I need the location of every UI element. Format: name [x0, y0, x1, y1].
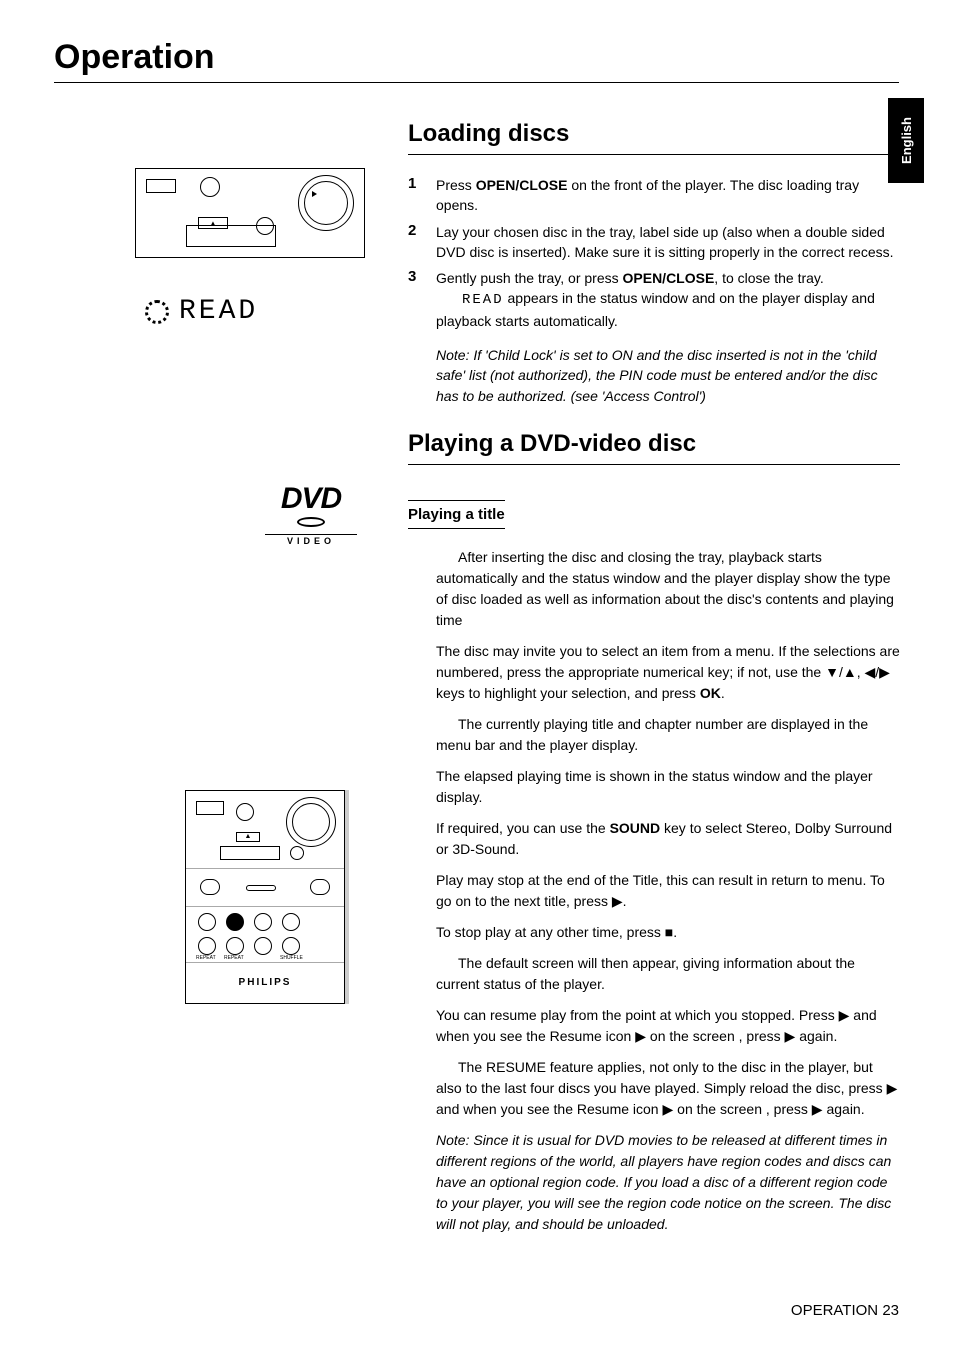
step-number: 2: [408, 222, 436, 263]
standby-button-icon: [200, 177, 220, 197]
tray-icon: [220, 846, 280, 860]
remote-nav-section: [186, 869, 344, 907]
dvd-logo-text: DVD: [265, 482, 357, 516]
footer-section: OPERATION: [791, 1302, 878, 1319]
section-playing-dvd: Playing a DVD-video disc: [408, 430, 900, 465]
page-title: Operation: [54, 38, 215, 77]
language-label: English: [899, 117, 914, 164]
display-icon: [146, 179, 176, 193]
jog-dial-inner-icon: [304, 181, 348, 225]
disc-spinner-icon: [145, 300, 169, 324]
para-5: If required, you can use the SOUND key t…: [436, 818, 900, 860]
pause-icon: [254, 937, 272, 955]
player-top-illustration: ▲: [135, 168, 365, 258]
jog-dial-icon: [286, 797, 336, 847]
note-child-lock: Note: If 'Child Lock' is set to ON and t…: [436, 345, 900, 406]
read-status-indicator: READ: [145, 296, 370, 327]
step-number: 3: [408, 268, 436, 331]
standby-icon: [236, 803, 254, 821]
step-text: Press OPEN/CLOSE on the front of the pla…: [436, 175, 900, 216]
small-button-icon: [256, 217, 274, 235]
read-text: READ: [179, 296, 258, 327]
step-text: Gently push the tray, or press OPEN/CLOS…: [436, 268, 900, 331]
eject-icon: ▲: [236, 832, 260, 842]
next-icon: [310, 879, 330, 895]
title-rule: [54, 82, 899, 83]
dvd-disc-icon: [297, 517, 325, 527]
dvd-logo-sub: VIDEO: [265, 534, 357, 546]
note-region-code: Note: Since it is usual for DVD movies t…: [436, 1130, 900, 1235]
remote-brand: PHILIPS: [186, 963, 344, 1003]
step-3: 3 Gently push the tray, or press OPEN/CL…: [408, 268, 900, 331]
footer-page-number: 23: [882, 1302, 899, 1319]
para-6: Play may stop at the end of the Title, t…: [436, 870, 900, 912]
skip-fwd-icon: [282, 913, 300, 931]
slider-icon: [246, 885, 276, 891]
open-close-icon: [290, 846, 304, 860]
prev-icon: [200, 879, 220, 895]
para-2: The disc may invite you to select an ite…: [436, 641, 900, 704]
para-1: After inserting the disc and closing the…: [436, 547, 900, 631]
repeat-icon: [198, 937, 216, 955]
para-8: The default screen will then appear, giv…: [436, 953, 900, 995]
remote-transport-section: REPEAT REPEAT SHUFFLE: [186, 907, 344, 963]
remote-top-section: ▲: [186, 791, 344, 869]
para-7: To stop play at any other time, press ■.: [436, 922, 900, 943]
para-10: The RESUME feature applies, not only to …: [436, 1057, 900, 1120]
remote-illustration: ▲ REPEAT REPEAT SHUFFLE PHILIPS: [185, 790, 345, 1004]
section-loading-discs: Loading discs: [408, 120, 900, 155]
stop-icon: [254, 913, 272, 931]
step-text: Lay your chosen disc in the tray, label …: [436, 222, 900, 263]
read-segment-text: READ: [462, 292, 504, 308]
page-footer: OPERATION 23: [791, 1302, 899, 1319]
dvd-video-logo: DVD VIDEO: [265, 482, 357, 546]
play-arrow-icon: [312, 191, 317, 197]
step-2: 2 Lay your chosen disc in the tray, labe…: [408, 222, 900, 263]
remote-display-icon: [196, 801, 224, 815]
step-1: 1 Press OPEN/CLOSE on the front of the p…: [408, 175, 900, 216]
repeat-ab-icon: [226, 937, 244, 955]
shuffle-icon: [282, 937, 300, 955]
play-icon: [226, 913, 244, 931]
subhead-playing-title: Playing a title: [408, 500, 505, 529]
para-4: The elapsed playing time is shown in the…: [436, 766, 900, 808]
para-3: The currently playing title and chapter …: [436, 714, 900, 756]
skip-back-icon: [198, 913, 216, 931]
step-number: 1: [408, 175, 436, 216]
